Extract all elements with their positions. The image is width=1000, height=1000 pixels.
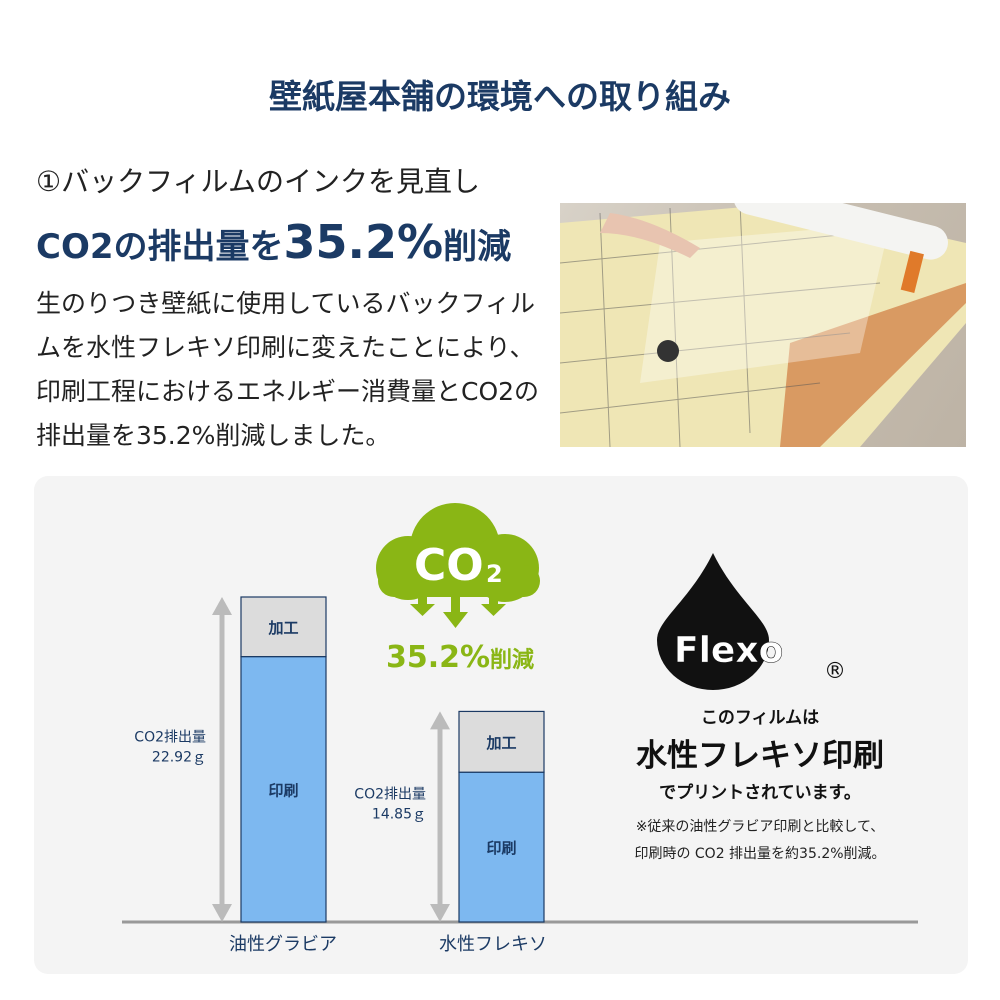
headline-value: 35.2% [283,215,444,269]
total-label: 14.85ｇ [372,807,426,823]
co2-label: CO [414,540,484,591]
reduction-value: 35.2% [385,640,491,675]
segment-label: 印刷 [268,781,298,799]
total-label: CO2排出量 [354,787,426,803]
flexo-logo: Flexo [674,630,783,671]
total-label: 22.92ｇ [152,750,206,766]
co2-subscript: 2 [486,560,503,588]
category-label: 油性グラビア [229,934,337,955]
registered-mark: ® [824,659,846,684]
wallpaper-roll-photo [560,203,966,447]
section-subtitle: ①バックフィルムのインクを見直し [36,165,480,198]
co2-cloud-icon [376,503,540,628]
flexo-line2: 水性フレキソ印刷 [636,738,884,774]
arrow-head-up [212,597,232,615]
flexo-line1: このフィルムは [700,708,820,728]
flexo-note2: 印刷時の CO2 排出量を約35.2%削減。 [634,846,886,862]
arrow-head-up [430,711,450,730]
photo-illustration [560,203,966,447]
headline-pre: CO2の排出量を [36,227,284,267]
segment-label: 加工 [267,619,298,637]
section-body: 生のりつき壁紙に使用しているバックフィルムを水性フレキソ印刷に変えたことにより、… [36,289,540,450]
bar-segment-印刷 [458,771,545,923]
category-label: 水性フレキソ [439,934,547,955]
segment-label: 加工 [485,734,516,752]
flexo-note1: ※従来の油性グラビア印刷と比較して、 [635,819,885,835]
flexo-drop-icon [657,553,769,690]
arrow-head-down [430,904,450,922]
total-label: CO2排出量 [134,730,206,746]
arrow-head-down [212,904,232,922]
bar-segment-加工 [458,710,545,773]
flexo-line3: でプリントされています。 [659,783,861,803]
reduction-text: 削減 [490,648,535,673]
bar-segment-加工 [240,596,327,658]
section-headline: CO2の排出量を35.2%削減 [36,215,511,269]
segment-label: 印刷 [486,839,516,857]
bar-segment-印刷 [240,656,327,923]
reduction-label: 35.2%削減 [360,640,560,675]
page-title: 壁紙屋本舗の環境への取り組み [269,77,731,116]
headline-post: 削減 [443,227,512,267]
